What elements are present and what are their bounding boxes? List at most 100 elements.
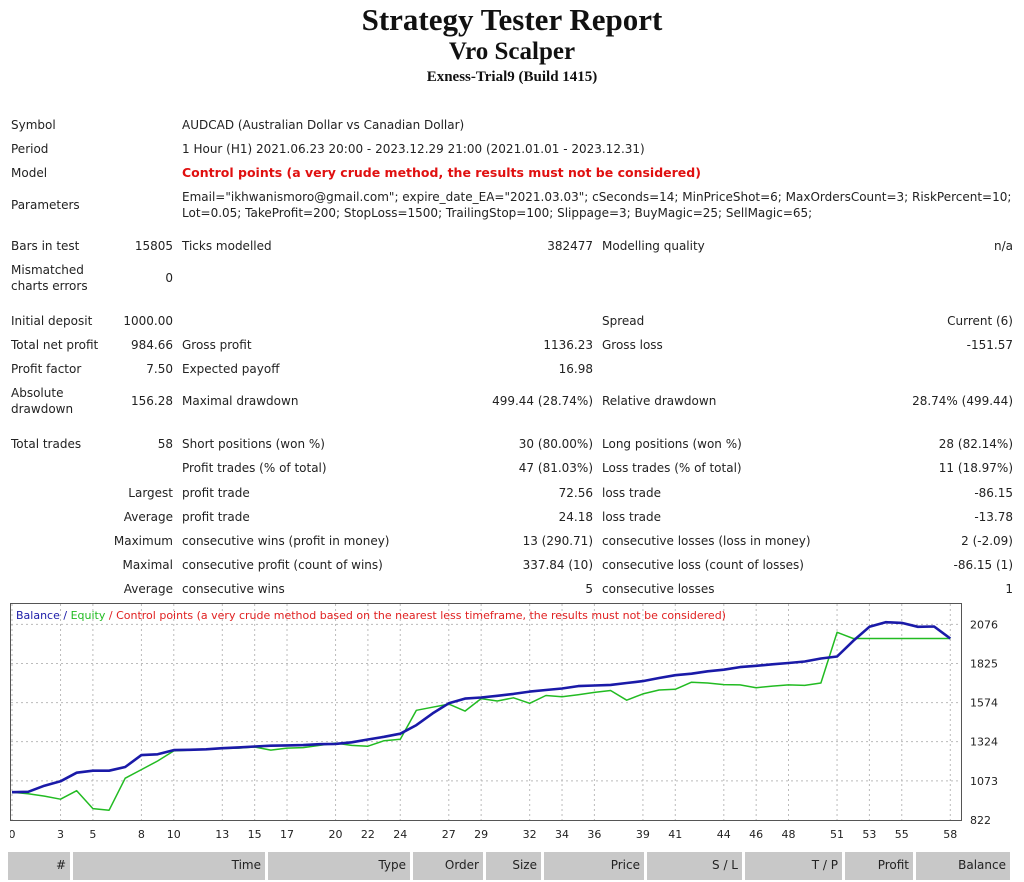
grossloss-value: -151.57 [966, 338, 1013, 352]
parameters-line1: Email="ikhwanismoro@gmail.com"; expire_d… [182, 190, 1012, 204]
x-tick-label: 48 [782, 828, 796, 841]
column-header: T / P [745, 852, 842, 880]
max-consec-losses-label: consecutive losses (loss in money) [602, 534, 811, 548]
chart-x-ticks: 0 3 5 8 10 13 15 17 20 22 24 27 29 32 34 36 39 41 44 46 48 51… [10, 828, 957, 841]
max-consec-losses-value: 2 (-2.09) [961, 534, 1013, 548]
deposit-label: Initial deposit [11, 314, 93, 328]
column-header: Type [268, 852, 410, 880]
x-tick-label: 20 [329, 828, 343, 841]
column-header: Balance [916, 852, 1010, 880]
x-tick-label: 44 [717, 828, 731, 841]
maximal-label: Maximal [122, 558, 173, 572]
legend-sep: / [60, 609, 71, 622]
x-tick-label: 32 [523, 828, 537, 841]
column-header: Size [486, 852, 541, 880]
avg-consec-losses-value: 1 [1005, 582, 1013, 596]
chart-y-ticks: 822 1073 1324 1574 1825 2076 [970, 618, 998, 827]
x-tick-label: 24 [393, 828, 407, 841]
x-tick-label: 29 [474, 828, 488, 841]
bars-label: Bars in test [11, 239, 80, 253]
quality-label: Modelling quality [602, 239, 705, 253]
x-tick-label: 51 [830, 828, 844, 841]
x-tick-label: 0 [10, 828, 16, 841]
grossloss-label: Gross loss [602, 338, 663, 352]
netprofit-label: Total net profit [11, 338, 99, 352]
long-label: Long positions (won %) [602, 437, 742, 451]
symbol-label: Symbol [11, 118, 56, 132]
column-header: S / L [647, 852, 742, 880]
account-info: Exness-Trial9 (Build 1415) [426, 69, 598, 85]
x-tick-label: 17 [280, 828, 294, 841]
chart-plot-area [10, 603, 962, 821]
avg-consec-losses-label: consecutive losses [602, 582, 715, 596]
x-tick-label: 3 [57, 828, 64, 841]
x-tick-label: 46 [749, 828, 763, 841]
parameters-line2: Lot=0.05; TakeProfit=200; StopLoss=1500;… [182, 206, 813, 220]
max-consec-wins-label: consecutive wins (profit in money) [182, 534, 390, 548]
x-tick-label: 22 [361, 828, 375, 841]
y-tick-label: 2076 [970, 618, 998, 631]
profit-factor-label: Profit factor [11, 362, 82, 376]
model-label: Model [11, 166, 48, 180]
reldd-value: 28.74% (499.44) [912, 394, 1013, 408]
absdd-label-2: drawdown [11, 402, 74, 416]
x-tick-label: 13 [215, 828, 229, 841]
max-consec-profit-label: consecutive profit (count of wins) [182, 558, 383, 572]
long-value: 28 (82.14%) [938, 437, 1013, 451]
y-tick-label: 1073 [970, 775, 998, 788]
spread-label: Spread [602, 314, 645, 328]
max-consec-profit-value: 337.84 (10) [522, 558, 593, 572]
mismatch-label-2: charts errors [11, 279, 88, 293]
absdd-label: Absolute [11, 386, 64, 400]
profit-factor-value: 7.50 [146, 362, 173, 376]
ticks-label: Ticks modelled [182, 239, 272, 253]
ticks-value: 382477 [547, 239, 593, 253]
short-label: Short positions (won %) [182, 437, 325, 451]
ltrades-label: Loss trades (% of total) [602, 461, 742, 475]
spread-value: Current (6) [947, 314, 1013, 328]
x-tick-label: 27 [442, 828, 456, 841]
grossprofit-value: 1136.23 [543, 338, 593, 352]
column-header: # [8, 852, 70, 880]
mismatch-label: Mismatched [11, 263, 84, 277]
column-header: Price [544, 852, 644, 880]
average-label: Average [123, 510, 173, 524]
legend-equity: Equity [71, 609, 106, 622]
largest-profit-value: 72.56 [558, 486, 593, 500]
column-header: Time [73, 852, 265, 880]
legend-note: / Control points (a very crude method ba… [105, 609, 726, 622]
trades-value: 58 [157, 437, 173, 451]
y-tick-label: 822 [970, 814, 991, 827]
x-tick-label: 34 [555, 828, 569, 841]
period-value: 1 Hour (H1) 2021.06.23 20:00 - 2023.12.2… [182, 142, 645, 156]
payoff-label: Expected payoff [182, 362, 280, 376]
chart-legend: Balance / Equity / Control points (a ver… [16, 609, 726, 622]
period-label: Period [11, 142, 49, 156]
deposit-value: 1000.00 [123, 314, 173, 328]
x-tick-label: 15 [248, 828, 262, 841]
y-tick-label: 1574 [970, 697, 998, 710]
ptrades-value: 47 (81.03%) [518, 461, 593, 475]
y-tick-label: 1324 [970, 736, 998, 749]
x-tick-label: 10 [167, 828, 181, 841]
largest-loss-label: loss trade [602, 486, 661, 500]
largest-loss-value: -86.15 [974, 486, 1013, 500]
chart-grid [11, 604, 961, 820]
average-loss-value: -13.78 [974, 510, 1013, 524]
ea-name: Vro Scalper [448, 38, 576, 65]
average-profit-label: profit trade [182, 510, 250, 524]
trades-label: Total trades [11, 437, 82, 451]
grossprofit-label: Gross profit [182, 338, 252, 352]
chart-lines [11, 620, 952, 811]
x-tick-label: 41 [668, 828, 682, 841]
x-tick-label: 39 [636, 828, 650, 841]
x-tick-label: 53 [862, 828, 876, 841]
symbol-value: AUDCAD (Australian Dollar vs Canadian Do… [182, 118, 465, 132]
model-value: Control points (a very crude method, the… [182, 165, 701, 180]
maximum-label: Maximum [113, 534, 173, 548]
average-consec-label: Average [123, 582, 173, 596]
max-consec-loss-label: consecutive loss (count of losses) [602, 558, 804, 572]
x-tick-label: 55 [895, 828, 909, 841]
ptrades-label: Profit trades (% of total) [182, 461, 327, 475]
